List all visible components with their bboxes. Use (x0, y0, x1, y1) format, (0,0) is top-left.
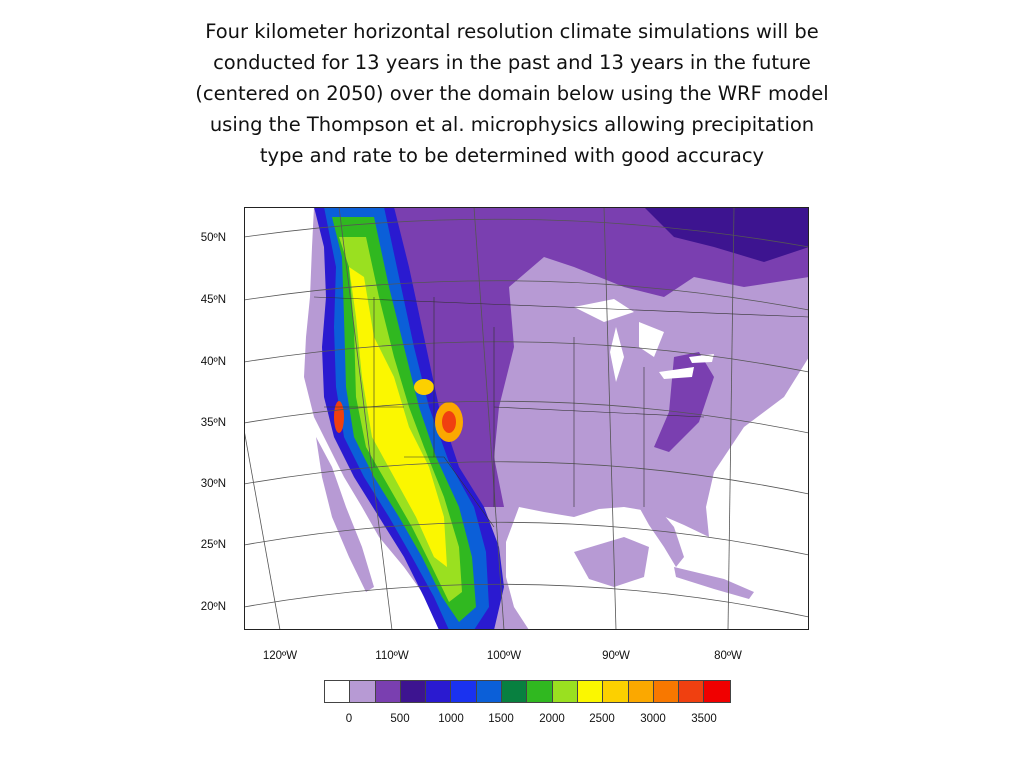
colorbar-swatch-14 (679, 681, 705, 702)
colorbar-tick-3500: 3500 (691, 713, 717, 725)
terrain-map-image (244, 207, 809, 630)
colorbar-tick-1500: 1500 (488, 713, 514, 725)
colorbar-tick-2500: 2500 (589, 713, 615, 725)
colorbar-tick-500: 500 (390, 713, 410, 725)
colorbar-swatch-15 (704, 681, 730, 702)
lat-label-20n: 20ºN (200, 601, 226, 613)
colorbar-swatch-7 (502, 681, 528, 702)
slide-title: Four kilometer horizontal resolution cli… (140, 16, 884, 171)
colorbar-swatch-12 (628, 681, 654, 702)
colorbar-swatch-8 (527, 681, 553, 702)
lat-label-35n: 35ºN (200, 417, 226, 429)
colorbar-tick-3000: 3000 (640, 713, 666, 725)
colorbar-swatch-10 (577, 681, 604, 702)
lat-label-40n: 40ºN (200, 356, 226, 368)
lon-label-120w: 120ºW (262, 650, 298, 662)
lon-label-90w: 90ºW (602, 650, 630, 662)
colorbar-swatch-2 (375, 681, 401, 702)
colorbar-swatch-0 (325, 681, 351, 702)
colorbar-swatch-13 (653, 681, 680, 702)
title-line-5: type and rate to be determined with good… (259, 144, 765, 167)
title-line-1: Four kilometer horizontal resolution cli… (205, 20, 819, 43)
lat-label-25n: 25ºN (200, 539, 226, 551)
colorbar-tick-1000: 1000 (438, 713, 464, 725)
elevation-colorbar (324, 680, 731, 703)
lon-label-80w: 80ºW (714, 650, 742, 662)
colorbar-swatch-11 (603, 681, 629, 702)
colorbar-swatch-1 (350, 681, 376, 702)
lat-label-50n: 50ºN (200, 232, 226, 244)
colorbar-tick-2000: 2000 (539, 713, 565, 725)
title-line-4: using the Thompson et al. microphysics a… (209, 113, 815, 136)
colorbar-tick-0: 0 (345, 713, 353, 725)
lat-label-45n: 45ºN (200, 294, 226, 306)
colorbar-swatch-6 (476, 681, 503, 702)
colorbar-swatch-9 (552, 681, 578, 702)
colorbar-swatch-5 (451, 681, 477, 702)
title-line-3: (centered on 2050) over the domain below… (195, 82, 829, 105)
colorbar-swatch-3 (400, 681, 427, 702)
lon-label-100w: 100ºW (486, 650, 522, 662)
lon-label-110w: 110ºW (375, 650, 409, 662)
title-line-2: conducted for 13 years in the past and 1… (213, 51, 811, 74)
terrain-map: 50ºN 45ºN 40ºN 35ºN 30ºN 25ºN 20ºN 120ºW… (201, 207, 809, 662)
lat-label-30n: 30ºN (200, 478, 226, 490)
colorbar-swatch-4 (426, 681, 452, 702)
